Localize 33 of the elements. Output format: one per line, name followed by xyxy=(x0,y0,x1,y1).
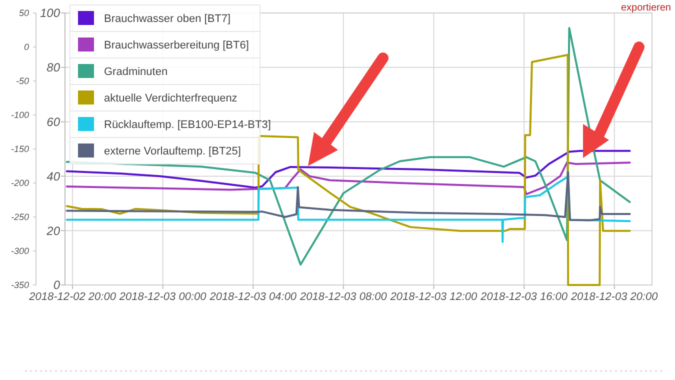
x-tick-label: 2018-12-03 00:00 xyxy=(118,291,208,303)
y2-tick-label: -300 xyxy=(10,246,29,256)
y2-tick-label: -200 xyxy=(10,178,29,188)
line-series xyxy=(66,162,631,196)
x-tick-label: 2018-12-03 08:00 xyxy=(299,291,388,303)
x-tick-label: 2018-12-03 04:00 xyxy=(208,291,298,303)
y-tick-label: 80 xyxy=(46,60,60,75)
x-tick-label: 2018-12-02 20:00 xyxy=(28,291,117,303)
y-tick-label: 20 xyxy=(46,224,60,238)
y-tick-label: 100 xyxy=(40,6,60,20)
line-series xyxy=(66,54,631,286)
y2-tick-label: -100 xyxy=(10,110,29,120)
y2-tick-label: -350 xyxy=(10,280,29,290)
y2-tick-label: 50 xyxy=(18,8,29,18)
annotation: exportieren xyxy=(620,2,671,14)
y-tick-label: 40 xyxy=(46,169,60,184)
legend-label: Rücklauftemp. [EB100-EP14-BT3] xyxy=(104,118,271,131)
legend-label: Brauchwasser oben [BT7] xyxy=(104,12,231,25)
legend-label: Gradminuten xyxy=(104,66,168,78)
y2-tick-label: 0 xyxy=(24,42,29,52)
x-tick-label: 2018-12-03 20:00 xyxy=(570,291,659,303)
x-tick-label: 2018-12-03 16:00 xyxy=(480,291,568,303)
y2-tick-label: -150 xyxy=(10,144,29,154)
line-series xyxy=(66,171,631,222)
x-tick-label: 2018-12-03 12:00 xyxy=(389,291,478,303)
y-tick-label: 60 xyxy=(46,115,60,129)
legend-label: aktuelle Verdichterfrequenz xyxy=(104,92,238,104)
y-tick-label: 0 xyxy=(53,278,60,292)
legend-label: Brauchwasserbereitung [BT6] xyxy=(104,39,249,52)
y2-tick-label: -250 xyxy=(10,212,29,222)
line-series xyxy=(66,176,631,244)
y2-tick-label: -50 xyxy=(16,76,29,86)
legend-label: externe Vorlauftemp. [BT25] xyxy=(104,145,241,158)
